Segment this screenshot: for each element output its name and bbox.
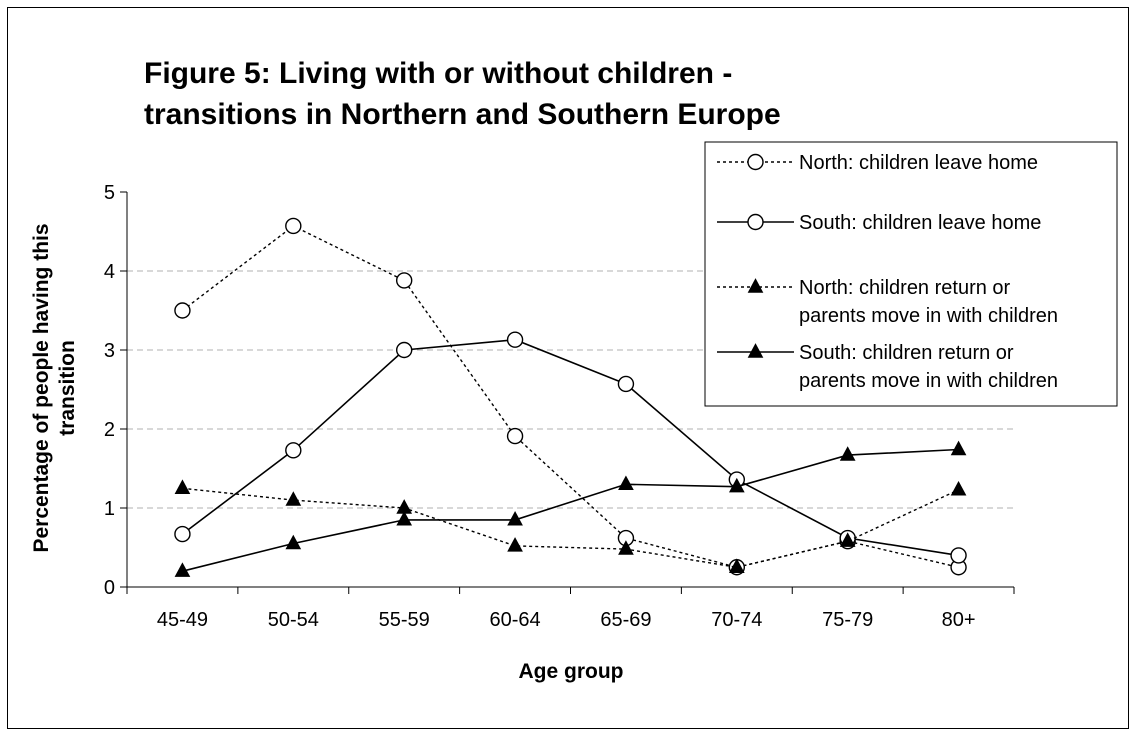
x-tick-labels: 45-49 50-54 55-59 60-64 65-69 70-74 75-79 80+ (157, 609, 976, 631)
data-point (395, 272, 413, 289)
y-tick-label: 4 (104, 261, 115, 283)
data-point (174, 525, 191, 543)
x-tick-label: 55-59 (379, 609, 430, 631)
data-point (617, 375, 635, 393)
y-tick-label: 3 (104, 340, 115, 362)
series-line (182, 448, 959, 572)
x-tick-label: 45-49 (157, 609, 208, 631)
data-point (506, 427, 524, 445)
legend-label: parents move in with children (799, 370, 1058, 392)
x-tick-label: 50-54 (268, 609, 319, 631)
data-point (396, 510, 413, 526)
y-tick-label: 1 (104, 498, 115, 520)
x-tick-label: 80+ (942, 609, 976, 631)
gridlines (127, 270, 1014, 509)
data-point (839, 446, 856, 461)
legend-swatch-marker (747, 153, 764, 171)
data-point (174, 302, 191, 319)
x-tick-label: 70-74 (711, 609, 762, 631)
series-3 (174, 479, 967, 573)
chart-title-line-2: transitions in Northern and Southern Eur… (144, 98, 781, 131)
y-axis-title: Percentage of people having this transit… (30, 223, 79, 552)
data-point (618, 540, 634, 555)
legend-swatch-marker (747, 213, 764, 231)
series-layer (174, 217, 967, 577)
x-tick-label: 60-64 (489, 609, 540, 631)
legend-label: South: children leave home (799, 212, 1041, 234)
data-point (950, 480, 967, 496)
legend-entry-4: South: children return or parents move in… (717, 342, 1058, 392)
legend-box (704, 141, 1118, 407)
data-point (950, 547, 967, 564)
chart-title-line-1: Figure 5: Living with or without childre… (144, 57, 732, 90)
y-axis-title-line-2: transition (56, 340, 79, 436)
chart-title: Figure 5: Living with or without childre… (144, 57, 781, 131)
data-point (174, 562, 191, 577)
y-tick-labels: 0 1 2 3 4 5 (104, 182, 115, 599)
legend-entry-3: North: children return or parents move in… (717, 277, 1058, 327)
data-point (507, 537, 523, 552)
legend-swatch-marker (747, 343, 764, 358)
legend-label: parents move in with children (799, 305, 1058, 327)
data-point (507, 510, 523, 526)
y-tick-label: 2 (104, 419, 115, 441)
legend-label: South: children return or (799, 342, 1014, 364)
series-4 (174, 440, 967, 577)
data-point (728, 477, 745, 493)
x-tick-label: 65-69 (600, 609, 651, 631)
legend-entry-1: North: children leave home (717, 152, 1038, 174)
legend-entry-2: South: children leave home (717, 212, 1041, 234)
series-line (181, 338, 959, 557)
x-axis-title: Age group (519, 660, 624, 683)
data-point (174, 479, 191, 494)
legend-label: North: children leave home (799, 152, 1038, 174)
data-point (950, 440, 967, 456)
data-point (728, 558, 745, 573)
data-point (839, 532, 856, 547)
y-tick-label: 0 (104, 577, 115, 599)
data-point (285, 534, 302, 550)
data-point (285, 491, 302, 506)
axes (120, 191, 1015, 594)
data-point (506, 331, 524, 348)
data-point (285, 442, 302, 459)
series-line (182, 487, 959, 569)
data-point (395, 341, 413, 359)
series-line (181, 225, 959, 569)
x-tick-label: 75-79 (822, 609, 873, 631)
series-2 (174, 331, 967, 564)
y-tick-label: 5 (104, 182, 115, 204)
legend-swatch-marker (747, 278, 764, 293)
legend: North: children leave home South: childre… (704, 141, 1118, 407)
data-point (285, 217, 302, 235)
data-point (618, 475, 634, 490)
y-axis-title-line-1: Percentage of people having this (30, 223, 53, 552)
legend-label: North: children return or (799, 277, 1011, 299)
